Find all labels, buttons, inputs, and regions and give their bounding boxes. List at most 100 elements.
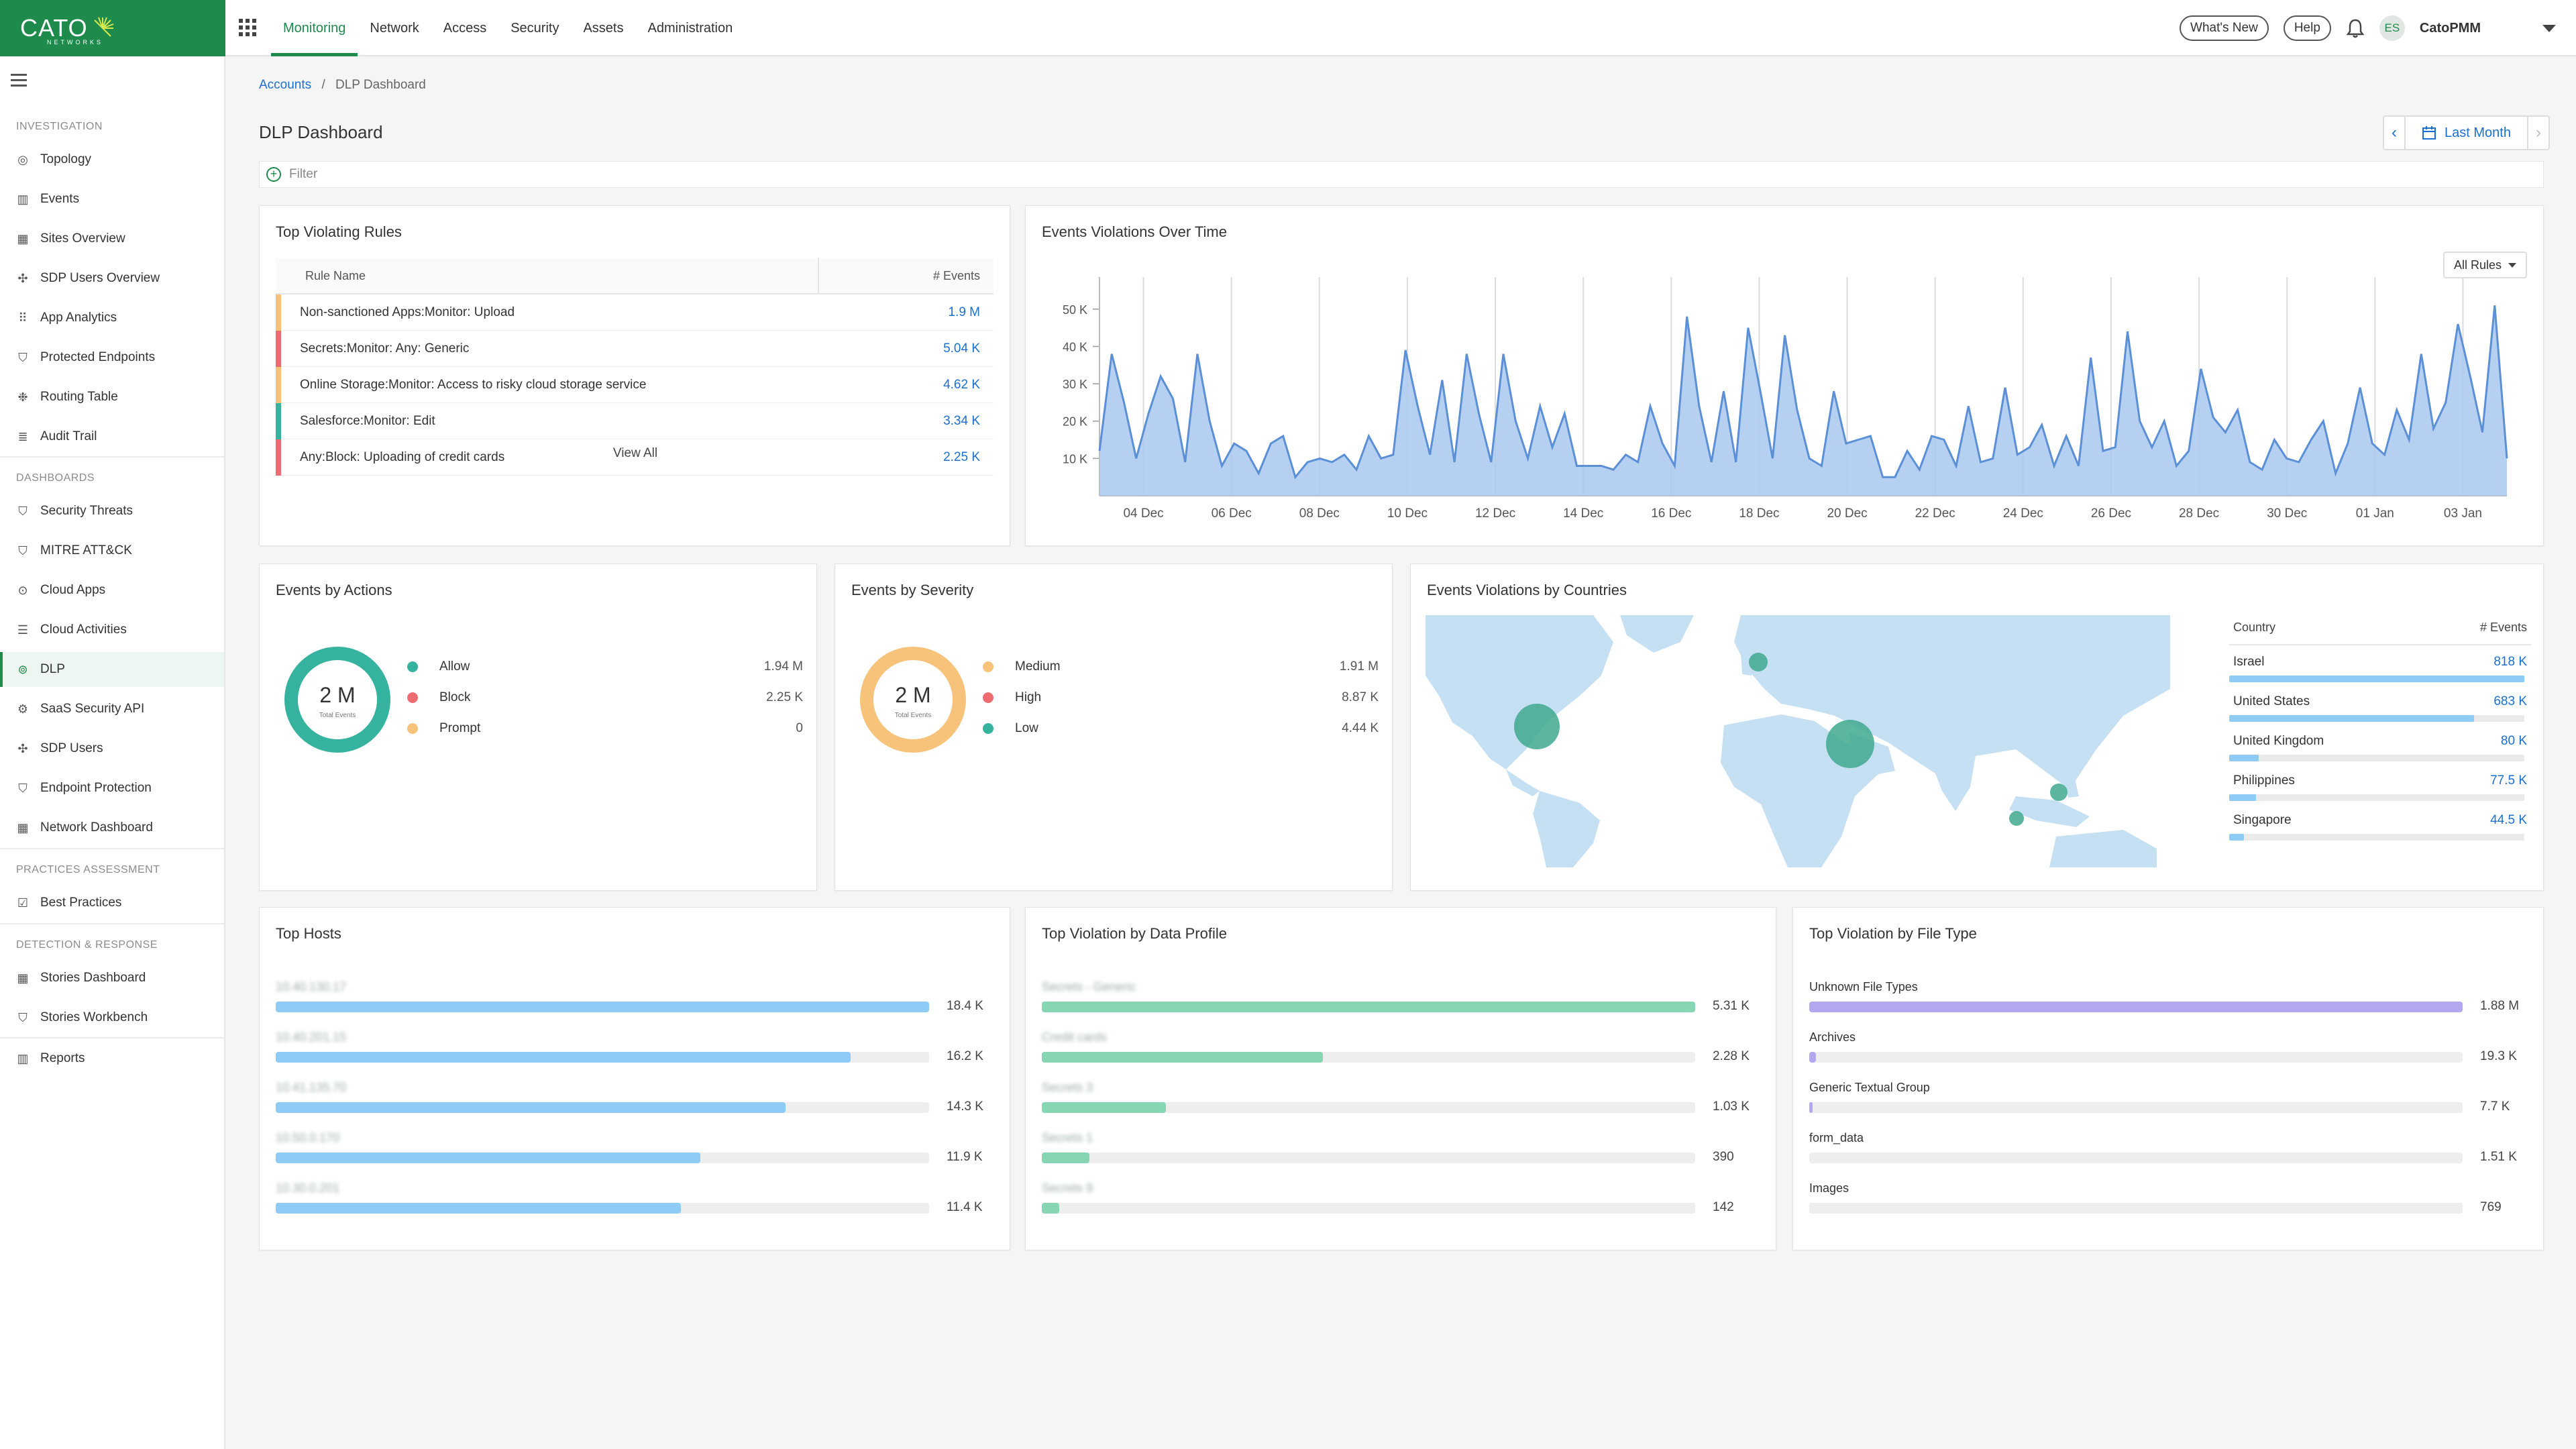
col-rule-name[interactable]: Rule Name (276, 258, 819, 294)
bubble-united-kingdom[interactable] (1749, 653, 1768, 672)
nav-network[interactable]: Network (370, 20, 419, 36)
chevron-left-icon[interactable]: ‹ (2392, 123, 2397, 142)
rule-events-link[interactable]: 2.25 K (943, 449, 980, 464)
sidebar-item-cloud-apps[interactable]: ⊙ Cloud Apps (0, 573, 224, 608)
sidebar-item-events[interactable]: ▥ Events (0, 182, 224, 217)
rules-row[interactable]: Online Storage:Monitor: Access to risky … (276, 366, 994, 403)
rules-filter-dropdown[interactable]: All Rules (2443, 252, 2527, 278)
legend-item[interactable]: High 8.87 K (983, 682, 1379, 713)
sidebar-item-sites-overview[interactable]: ▦ Sites Overview (0, 221, 224, 256)
bar-row[interactable]: Secrets 1 390 (1042, 1131, 1760, 1182)
nav-monitoring[interactable]: Monitoring (271, 0, 358, 56)
rules-row[interactable]: Secrets:Monitor: Any: Generic 5.04 K (276, 330, 994, 367)
bar-row[interactable]: Generic Textual Group 7.7 K (1809, 1081, 2527, 1132)
country-events-link[interactable]: 44.5 K (2490, 813, 2527, 827)
add-filter-icon[interactable]: + (266, 167, 281, 182)
legend-item[interactable]: Block 2.25 K (407, 682, 803, 713)
legend-item[interactable]: Prompt 0 (407, 713, 803, 744)
sidebar-item-audit-trail[interactable]: ≣ Audit Trail (0, 419, 224, 454)
sidebar-item-stories-workbench[interactable]: ⛉ Stories Workbench (0, 1000, 224, 1035)
bar-row[interactable]: Credit cards 2.28 K (1042, 1030, 1760, 1081)
rule-events-link[interactable]: 4.62 K (943, 377, 980, 392)
rules-row[interactable]: Salesforce:Monitor: Edit 3.34 K (276, 402, 994, 439)
app-switcher-icon[interactable] (239, 19, 256, 36)
bar-row[interactable]: Unknown File Types 1.88 M (1809, 980, 2527, 1031)
breadcrumb-accounts-link[interactable]: Accounts (259, 78, 312, 92)
bubble-philippines[interactable] (2050, 784, 2068, 801)
col-events[interactable]: # Events (2479, 621, 2527, 634)
bubble-israel[interactable] (1826, 720, 1874, 768)
col-events[interactable]: # Events (932, 268, 980, 282)
legend-item[interactable]: Allow 1.94 M (407, 651, 803, 682)
country-events-link[interactable]: 80 K (2500, 734, 2527, 748)
country-row[interactable]: Singapore 44.5 K (2229, 804, 2531, 843)
country-events-link[interactable]: 683 K (2493, 694, 2527, 708)
sidebar-item-endpoint-protection[interactable]: ⛉ Endpoint Protection (0, 771, 224, 806)
bar-row[interactable]: 10.50.0.170 11.9 K (276, 1131, 994, 1182)
sidebar-item-saas-security-api[interactable]: ⚙ SaaS Security API (0, 692, 224, 727)
rules-row[interactable]: Non-sanctioned Apps:Monitor: Upload 1.9 M (276, 294, 994, 331)
violations-area-chart: 10 K 20 K 30 K 40 K 50 K 04 Dec 06 Dec 08 Dec 10… (1063, 277, 2508, 521)
nav-access[interactable]: Access (443, 20, 487, 36)
violations-series-line[interactable] (1098, 305, 2508, 480)
sidebar-item-network-dashboard[interactable]: ▦ Network Dashboard (0, 810, 224, 845)
bar-row[interactable]: Secrets - Generic 5.31 K (1042, 980, 1760, 1031)
country-row[interactable]: United Kingdom 80 K (2229, 724, 2531, 764)
sidebar-item-cloud-activities[interactable]: ☰ Cloud Activities (0, 612, 224, 647)
section-practices-assessment: PRACTICES ASSESSMENT (16, 864, 160, 875)
nav-security[interactable]: Security (511, 20, 559, 36)
sidebar-item-sdp-users[interactable]: ✣ SDP Users (0, 731, 224, 766)
bar-row[interactable]: Archives 19.3 K (1809, 1030, 2527, 1081)
nav-administration[interactable]: Administration (647, 20, 733, 36)
rule-events-link[interactable]: 1.9 M (948, 305, 980, 319)
col-country[interactable]: Country (2233, 621, 2276, 634)
view-all-link[interactable]: View All (612, 446, 658, 460)
sidebar-item-topology[interactable]: ◎ Topology (0, 142, 224, 177)
bar-row[interactable]: Secrets 9 142 (1042, 1181, 1760, 1232)
legend-item[interactable]: Medium 1.91 M (983, 651, 1379, 682)
sidebar-item-reports[interactable]: ▥ Reports (0, 1041, 224, 1076)
rule-events-link[interactable]: 5.04 K (943, 341, 980, 356)
sidebar-item-stories-dashboard[interactable]: ▦ Stories Dashboard (0, 961, 224, 996)
nav-assets[interactable]: Assets (583, 20, 624, 36)
bubble-singapore[interactable] (2009, 811, 2024, 826)
country-row[interactable]: Israel 818 K (2229, 645, 2531, 685)
country-events-link[interactable]: 818 K (2493, 655, 2527, 669)
hamburger-menu-icon[interactable] (11, 74, 27, 90)
bar-row[interactable]: 10.40.201.15 16.2 K (276, 1030, 994, 1081)
bar-row[interactable]: 10.41.135.70 14.3 K (276, 1081, 994, 1132)
whats-new-button[interactable]: What's New (2180, 15, 2269, 41)
rules-row[interactable]: Any:Block: Uploading of credit cards 2.25… (276, 439, 994, 476)
country-row[interactable]: United States 683 K (2229, 685, 2531, 724)
country-row[interactable]: Philippines 77.5 K (2229, 764, 2531, 804)
legend-item[interactable]: Low 4.44 K (983, 713, 1379, 744)
sidebar-item-best-practices[interactable]: ☑ Best Practices (0, 885, 224, 920)
chevron-right-icon[interactable]: › (2535, 123, 2541, 142)
help-button[interactable]: Help (2283, 15, 2331, 41)
user-menu-chevron-down-icon[interactable] (2542, 24, 2556, 32)
bubble-united-states[interactable] (1514, 704, 1560, 749)
sidebar-item-routing-table[interactable]: ❉ Routing Table (0, 380, 224, 415)
filter-bar[interactable]: + Filter (259, 161, 2544, 188)
date-range-button[interactable]: Last Month (2404, 117, 2528, 149)
user-name[interactable]: CatoPMM (2419, 20, 2481, 36)
sidebar-item-app-analytics[interactable]: ⠿ App Analytics (0, 301, 224, 335)
world-map[interactable] (1426, 615, 2170, 867)
avatar[interactable]: ES (2379, 15, 2405, 41)
sidebar-item-protected-endpoints[interactable]: ⛉ Protected Endpoints (0, 340, 224, 375)
bar-row[interactable]: Images 769 (1809, 1181, 2527, 1232)
sidebar-item-mitre-attack[interactable]: ⛉ MITRE ATT&CK (0, 533, 224, 568)
table-icon: ▦ (17, 971, 29, 985)
bar-row[interactable]: form_data 1.51 K (1809, 1131, 2527, 1182)
country-events-link[interactable]: 77.5 K (2490, 773, 2527, 788)
sidebar-item-sdp-users-overview[interactable]: ✣ SDP Users Overview (0, 261, 224, 296)
bell-icon[interactable] (2346, 18, 2365, 38)
bar-row[interactable]: Secrets 3 1.03 K (1042, 1081, 1760, 1132)
map-eurasia (1734, 615, 2170, 790)
bar-row[interactable]: 10.40.130.17 18.4 K (276, 980, 994, 1031)
sidebar-item-dlp[interactable]: ⊚ DLP (0, 652, 224, 687)
bar-row[interactable]: 10.30.0.201 11.4 K (276, 1181, 994, 1232)
cato-logo[interactable]: CATO NETWORKS (0, 0, 225, 56)
rule-events-link[interactable]: 3.34 K (943, 413, 980, 428)
sidebar-item-security-threats[interactable]: ⛉ Security Threats (0, 494, 224, 529)
